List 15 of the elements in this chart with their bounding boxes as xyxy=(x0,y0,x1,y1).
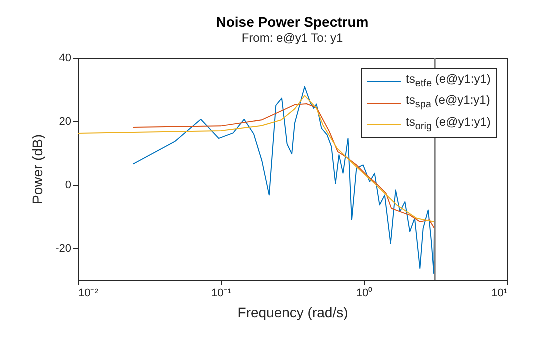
y-tick-label: 40 xyxy=(59,52,72,64)
legend-label: ts$_{orig}$ (e@y1:y1) xyxy=(406,114,491,134)
x-tick-label: 10⁻² xyxy=(78,288,99,300)
legend-label: ts$_{spa}$ (e@y1:y1) xyxy=(406,92,490,113)
y-tick-label: 0 xyxy=(65,179,72,192)
x-tick-label: 10¹ xyxy=(492,288,508,300)
y-tick-label: 20 xyxy=(59,116,72,128)
chart-title: Noise Power Spectrum xyxy=(216,14,369,30)
x-axis-title: Frequency (rad/s) xyxy=(238,304,348,320)
legend-label: ts$_{etfe}$ (e@y1:y1) xyxy=(406,71,491,92)
y-tick-label: -20 xyxy=(56,242,72,255)
x-tick-label: 10⁻¹ xyxy=(212,288,232,300)
x-tick-label: 10⁰ xyxy=(356,286,373,300)
y-axis-title: Power (dB) xyxy=(30,134,46,205)
chart-subtitle: From: e@y1 To: y1 xyxy=(242,31,344,45)
